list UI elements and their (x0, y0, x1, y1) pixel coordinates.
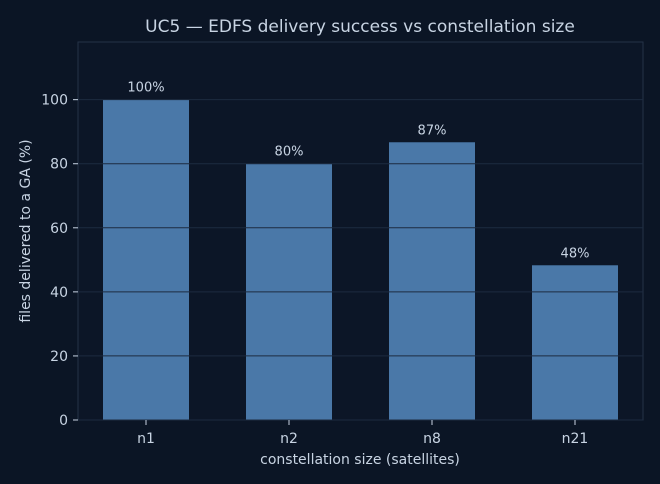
x-axis-ticks: n1 n2 n8 n21 (137, 420, 588, 447)
bar-n21 (532, 265, 618, 420)
bar-n8 (389, 142, 475, 420)
x-tick-label-n2: n2 (280, 431, 298, 447)
y-tick-label: 100 (41, 93, 68, 109)
chart-title: UC5 — EDFS delivery success vs constella… (145, 17, 575, 37)
bar-n1 (103, 99, 189, 421)
y-tick-label: 80 (50, 157, 68, 173)
data-label-n21: 48% (561, 246, 590, 261)
y-tick-label: 40 (50, 285, 68, 301)
data-labels: 100% 80% 87% 48% (127, 81, 589, 262)
y-axis-ticks: 0 20 40 60 80 100 (41, 93, 78, 429)
y-tick-label: 60 (50, 221, 68, 237)
data-label-n2: 80% (275, 145, 304, 160)
bars (103, 99, 618, 421)
x-tick-label-n21: n21 (562, 431, 589, 447)
data-label-n1: 100% (127, 81, 164, 96)
x-axis-label: constellation size (satellites) (260, 452, 460, 468)
y-tick-label: 0 (59, 413, 68, 429)
grid-lines (78, 99, 643, 421)
data-label-n8: 87% (418, 123, 447, 138)
x-tick-label-n8: n8 (423, 431, 441, 447)
y-tick-label: 20 (50, 349, 68, 365)
y-axis-label: files delivered to a GA (%) (18, 139, 34, 322)
x-tick-label-n1: n1 (137, 431, 155, 447)
